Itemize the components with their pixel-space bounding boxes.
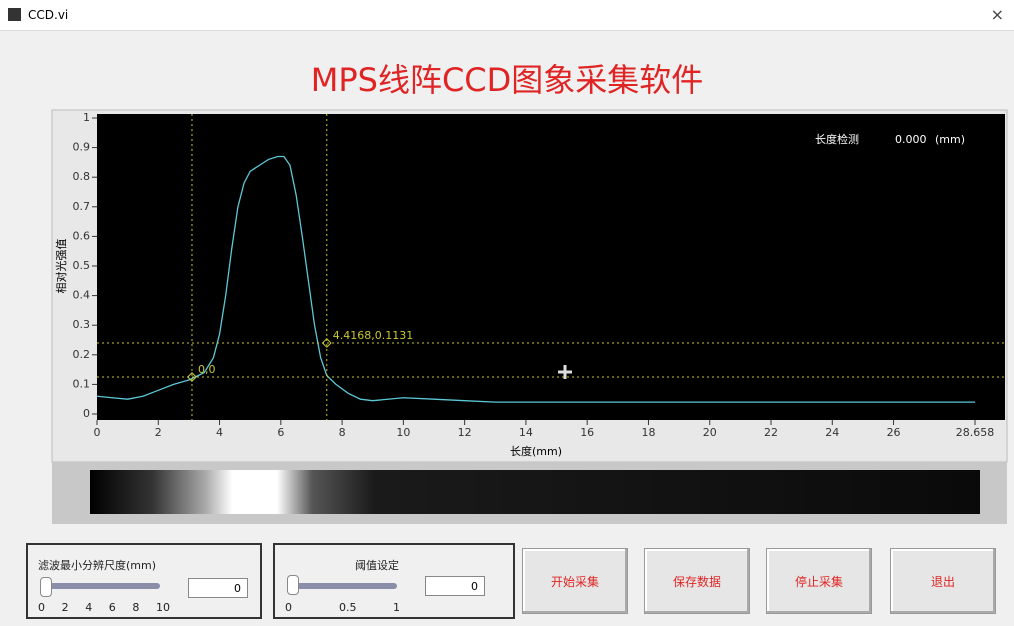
y-tick-label: 0.6 bbox=[73, 229, 91, 242]
x-tick-label: 0 bbox=[94, 426, 101, 439]
numeric-input[interactable]: 0 bbox=[425, 576, 485, 596]
x-tick-label: 28.658 bbox=[956, 426, 995, 439]
ccd-intensity-strip bbox=[90, 470, 980, 514]
x-tick-label: 14 bbox=[519, 426, 533, 439]
slider-tick-label: 0 bbox=[285, 601, 292, 614]
x-axis-label: 长度(mm) bbox=[510, 444, 562, 458]
slider-tick-label: 0 bbox=[38, 601, 45, 614]
x-tick-label: 18 bbox=[641, 426, 655, 439]
cursor-label: 4.4168,0.1131 bbox=[333, 329, 413, 342]
x-tick-label: 20 bbox=[703, 426, 717, 439]
exit-button[interactable]: 退出 bbox=[890, 548, 996, 614]
y-axis-label: 相对光强值 bbox=[54, 239, 68, 294]
x-tick-label: 8 bbox=[339, 426, 346, 439]
y-tick-label: 0.5 bbox=[73, 259, 91, 272]
y-tick-label: 0.8 bbox=[73, 170, 91, 183]
x-tick-label: 10 bbox=[396, 426, 410, 439]
slider-track bbox=[42, 583, 160, 589]
control-label: 阈值设定 bbox=[355, 557, 399, 573]
annotation: 0.000 bbox=[895, 133, 927, 146]
slider-tick-label: 6 bbox=[109, 601, 116, 614]
stop-button[interactable]: 停止采集 bbox=[766, 548, 872, 614]
save-button[interactable]: 保存数据 bbox=[644, 548, 750, 614]
x-tick-label: 24 bbox=[825, 426, 839, 439]
numeric-input[interactable]: 0 bbox=[188, 578, 248, 598]
y-tick-label: 1 bbox=[83, 111, 90, 124]
annotation: 长度检测 bbox=[815, 132, 859, 146]
control-label: 滤波最小分辨尺度(mm) bbox=[38, 557, 156, 573]
slider-tick-label: 8 bbox=[132, 601, 139, 614]
y-tick-label: 0.1 bbox=[73, 377, 91, 390]
x-tick-label: 6 bbox=[277, 426, 284, 439]
y-tick-label: 0.9 bbox=[73, 141, 91, 154]
x-tick-label: 26 bbox=[887, 426, 901, 439]
x-tick-label: 4 bbox=[216, 426, 223, 439]
start-button[interactable]: 开始采集 bbox=[522, 548, 628, 614]
slider-thumb[interactable] bbox=[40, 577, 52, 597]
x-tick-label: 12 bbox=[458, 426, 472, 439]
y-tick-label: 0.4 bbox=[73, 289, 91, 302]
annotation: (mm) bbox=[935, 133, 965, 146]
x-tick-label: 2 bbox=[155, 426, 162, 439]
x-tick-label: 16 bbox=[580, 426, 594, 439]
slider-tick-label: 1 bbox=[393, 601, 400, 614]
y-tick-label: 0 bbox=[83, 407, 90, 420]
filter-control: 滤波最小分辨尺度(mm) 0 0 2 4 6 8 10 bbox=[26, 543, 262, 619]
plot-area bbox=[97, 114, 1005, 420]
slider-tick-label: 0.5 bbox=[339, 601, 357, 614]
slider-tick-label: 4 bbox=[85, 601, 92, 614]
slider-thumb[interactable] bbox=[287, 575, 299, 595]
y-tick-label: 0.7 bbox=[73, 200, 91, 213]
slider-tick-label: 10 bbox=[156, 601, 170, 614]
page: CCD.vi × MPS线阵CCD图象采集软件 相对光强值 长度(mm) 长度检… bbox=[0, 0, 1014, 626]
cursor-label: 0,0 bbox=[198, 363, 216, 376]
chart: 相对光强值 长度(mm) 长度检测 0.000 (mm) 0 0.1 0.2 0.3 0… bbox=[0, 0, 1014, 626]
slider-tick-label: 2 bbox=[62, 601, 69, 614]
x-tick-label: 22 bbox=[764, 426, 778, 439]
y-tick-label: 0.2 bbox=[73, 348, 91, 361]
y-tick-label: 0.3 bbox=[73, 318, 91, 331]
slider-track bbox=[289, 583, 397, 589]
